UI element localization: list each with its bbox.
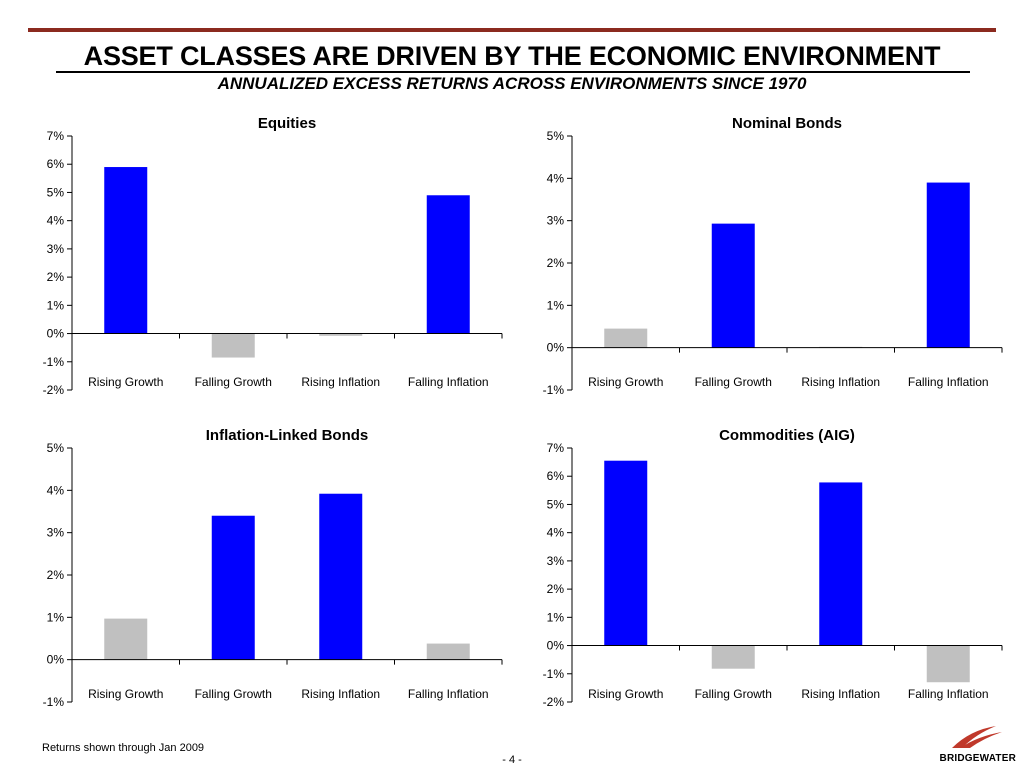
bridgewater-logo: BRIDGEWATER xyxy=(930,724,1016,764)
category-label: Falling Growth xyxy=(195,375,272,389)
page-subtitle: ANNUALIZED EXCESS RETURNS ACROSS ENVIRON… xyxy=(217,74,807,93)
category-label: Falling Growth xyxy=(695,687,772,701)
y-tick-label: -1% xyxy=(43,695,65,709)
chart-title: Commodities (AIG) xyxy=(719,427,855,444)
y-tick-label: 5% xyxy=(47,185,65,199)
chart-nominal-bonds: Nominal Bonds -1% 0% 1% 2% 3% 4% 5% Rising Growt… xyxy=(520,110,1010,410)
bar xyxy=(319,333,363,336)
y-tick-label: 0% xyxy=(547,341,565,355)
bar xyxy=(926,645,970,683)
page-number: - 4 - xyxy=(502,754,522,766)
y-tick-label: 0% xyxy=(47,327,65,341)
chart-title: Inflation-Linked Bonds xyxy=(206,427,369,444)
bar xyxy=(711,223,755,348)
category-label: Rising Growth xyxy=(588,375,663,389)
category-label: Rising Inflation xyxy=(801,687,880,701)
category-label: Rising Inflation xyxy=(301,687,380,701)
bar xyxy=(104,167,148,334)
category-label: Rising Growth xyxy=(88,375,163,389)
bar xyxy=(319,493,363,660)
bar xyxy=(926,182,970,348)
bar xyxy=(604,328,648,348)
chart-commodities-svg: Commodities (AIG) -2% -1% 0% 1% 2% 3% 4% 5% 6% 7% R… xyxy=(543,427,1003,709)
chart-equities: Equities -2% -1% 0% 1% 2% 3% 4% 5% 6% 7% Rising Gro… xyxy=(20,110,510,410)
y-tick-label: 4% xyxy=(547,526,565,540)
y-tick-label: 5% xyxy=(547,129,565,143)
y-tick-label: 1% xyxy=(47,610,65,624)
category-label: Rising Inflation xyxy=(801,375,880,389)
category-label: Rising Growth xyxy=(88,687,163,701)
y-tick-label: 4% xyxy=(547,171,565,185)
category-label: Falling Inflation xyxy=(408,375,489,389)
top-rule xyxy=(28,28,996,32)
bar xyxy=(711,645,755,669)
bar xyxy=(819,482,863,646)
bar xyxy=(211,515,255,660)
chart-title: Nominal Bonds xyxy=(732,115,842,132)
page-title: ASSET CLASSES ARE DRIVEN BY THE ECONOMIC… xyxy=(83,41,941,71)
y-tick-label: 5% xyxy=(47,441,65,455)
category-label: Falling Growth xyxy=(195,687,272,701)
chart-inflation-linked-bonds: Inflation-Linked Bonds -1% 0% 1% 2% 3% 4% 5% Ris… xyxy=(20,422,510,722)
chart-nominal-bonds-svg: Nominal Bonds -1% 0% 1% 2% 3% 4% 5% Rising Growt… xyxy=(543,115,1003,397)
y-tick-label: 2% xyxy=(47,270,65,284)
y-tick-label: 5% xyxy=(547,497,565,511)
y-tick-label: -1% xyxy=(543,383,565,397)
bar xyxy=(211,333,255,358)
title-underline xyxy=(56,71,970,73)
y-tick-label: 6% xyxy=(547,469,565,483)
bar xyxy=(604,460,648,646)
y-tick-label: 3% xyxy=(47,242,65,256)
y-tick-label: 3% xyxy=(547,554,565,568)
y-tick-label: 7% xyxy=(547,441,565,455)
y-tick-label: 6% xyxy=(47,157,65,171)
y-tick-label: 4% xyxy=(47,214,65,228)
bar xyxy=(426,195,470,334)
y-tick-label: 1% xyxy=(547,610,565,624)
y-tick-label: 3% xyxy=(47,526,65,540)
chart-commodities: Commodities (AIG) -2% -1% 0% 1% 2% 3% 4% 5% 6% 7% R… xyxy=(520,422,1010,722)
chart-equities-svg: Equities -2% -1% 0% 1% 2% 3% 4% 5% 6% 7% Rising Gro… xyxy=(43,115,503,397)
y-tick-label: 1% xyxy=(547,298,565,312)
y-tick-label: -1% xyxy=(543,667,565,681)
y-tick-label: -2% xyxy=(543,695,565,709)
y-tick-label: 2% xyxy=(47,568,65,582)
logo-text: BRIDGEWATER xyxy=(939,753,1016,764)
category-label: Falling Inflation xyxy=(908,687,989,701)
category-label: Falling Inflation xyxy=(908,375,989,389)
chart-title: Equities xyxy=(258,115,316,132)
logo-swoosh-icon xyxy=(952,726,1002,748)
y-tick-label: 0% xyxy=(547,639,565,653)
bar xyxy=(426,643,470,660)
y-tick-label: 7% xyxy=(47,129,65,143)
y-tick-label: -1% xyxy=(43,355,65,369)
y-tick-label: 1% xyxy=(47,298,65,312)
y-tick-label: 2% xyxy=(547,256,565,270)
y-tick-label: 3% xyxy=(547,214,565,228)
category-label: Falling Growth xyxy=(695,375,772,389)
category-label: Rising Growth xyxy=(588,687,663,701)
category-label: Falling Inflation xyxy=(408,687,489,701)
y-tick-label: -2% xyxy=(43,383,65,397)
y-tick-label: 2% xyxy=(547,582,565,596)
y-tick-label: 4% xyxy=(47,483,65,497)
bar xyxy=(104,618,148,660)
chart-inflation-linked-bonds-svg: Inflation-Linked Bonds -1% 0% 1% 2% 3% 4% 5% Ris… xyxy=(43,427,503,709)
category-label: Rising Inflation xyxy=(301,375,380,389)
footnote: Returns shown through Jan 2009 xyxy=(42,742,205,754)
y-tick-label: 0% xyxy=(47,653,65,667)
